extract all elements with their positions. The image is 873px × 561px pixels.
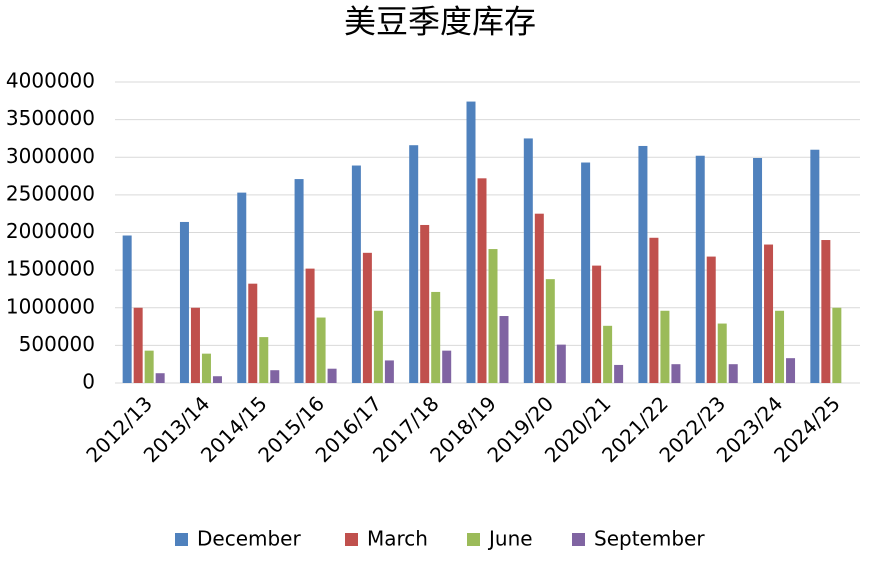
bar	[660, 310, 670, 383]
legend-swatch	[175, 533, 188, 546]
bar	[556, 344, 566, 383]
bar	[764, 244, 774, 383]
bar	[545, 279, 555, 383]
bar	[201, 353, 211, 383]
y-tick-label: 0	[82, 370, 95, 394]
bar	[649, 237, 659, 383]
bar	[614, 364, 624, 383]
bar	[810, 149, 820, 383]
bar	[638, 145, 648, 383]
bar	[362, 252, 372, 383]
bar	[581, 162, 591, 383]
bar	[786, 358, 796, 383]
bar	[499, 316, 509, 383]
bar	[717, 323, 727, 383]
legend-swatch	[345, 533, 358, 546]
bar	[179, 221, 189, 383]
bar	[466, 101, 476, 383]
bar	[592, 265, 602, 383]
legend-label: December	[197, 527, 301, 551]
bar	[695, 155, 705, 383]
legend-label: September	[594, 527, 705, 551]
bar	[259, 337, 269, 383]
bar	[523, 138, 533, 383]
bar	[753, 158, 763, 383]
bar	[122, 235, 132, 383]
bar	[316, 317, 326, 383]
legend-swatch	[467, 533, 480, 546]
y-tick-label: 2500000	[6, 181, 95, 205]
bar	[237, 192, 247, 383]
bar	[144, 350, 154, 383]
bar	[248, 283, 258, 383]
bar	[832, 307, 842, 383]
y-tick-label: 3000000	[6, 144, 95, 168]
bar	[155, 373, 165, 383]
bar	[305, 268, 315, 383]
y-tick-label: 1500000	[6, 257, 95, 281]
bar	[373, 310, 383, 383]
bar	[431, 291, 441, 383]
chart-title: 美豆季度库存	[344, 3, 536, 41]
y-tick-label: 500000	[19, 332, 95, 356]
y-tick-label: 1000000	[6, 294, 95, 318]
bar	[477, 178, 487, 383]
bar	[270, 370, 280, 383]
bar	[409, 145, 419, 383]
bar	[603, 325, 613, 383]
bar	[728, 364, 738, 383]
bar	[133, 307, 143, 383]
bar	[534, 213, 544, 383]
bar	[327, 368, 337, 383]
y-tick-label: 2000000	[6, 219, 95, 243]
legend-label: March	[367, 527, 428, 551]
legend-swatch	[572, 533, 585, 546]
bar	[384, 360, 394, 383]
bar	[294, 179, 304, 383]
bar	[488, 249, 498, 383]
bar	[821, 240, 831, 383]
y-tick-label: 4000000	[6, 69, 95, 93]
bar	[706, 256, 716, 383]
bar	[212, 376, 222, 383]
bar	[442, 350, 452, 383]
bar	[351, 165, 361, 383]
bar	[420, 224, 430, 383]
bar	[190, 307, 200, 383]
bar	[775, 310, 785, 383]
legend-label: June	[487, 527, 533, 551]
y-tick-label: 3500000	[6, 106, 95, 130]
bar	[671, 364, 681, 383]
